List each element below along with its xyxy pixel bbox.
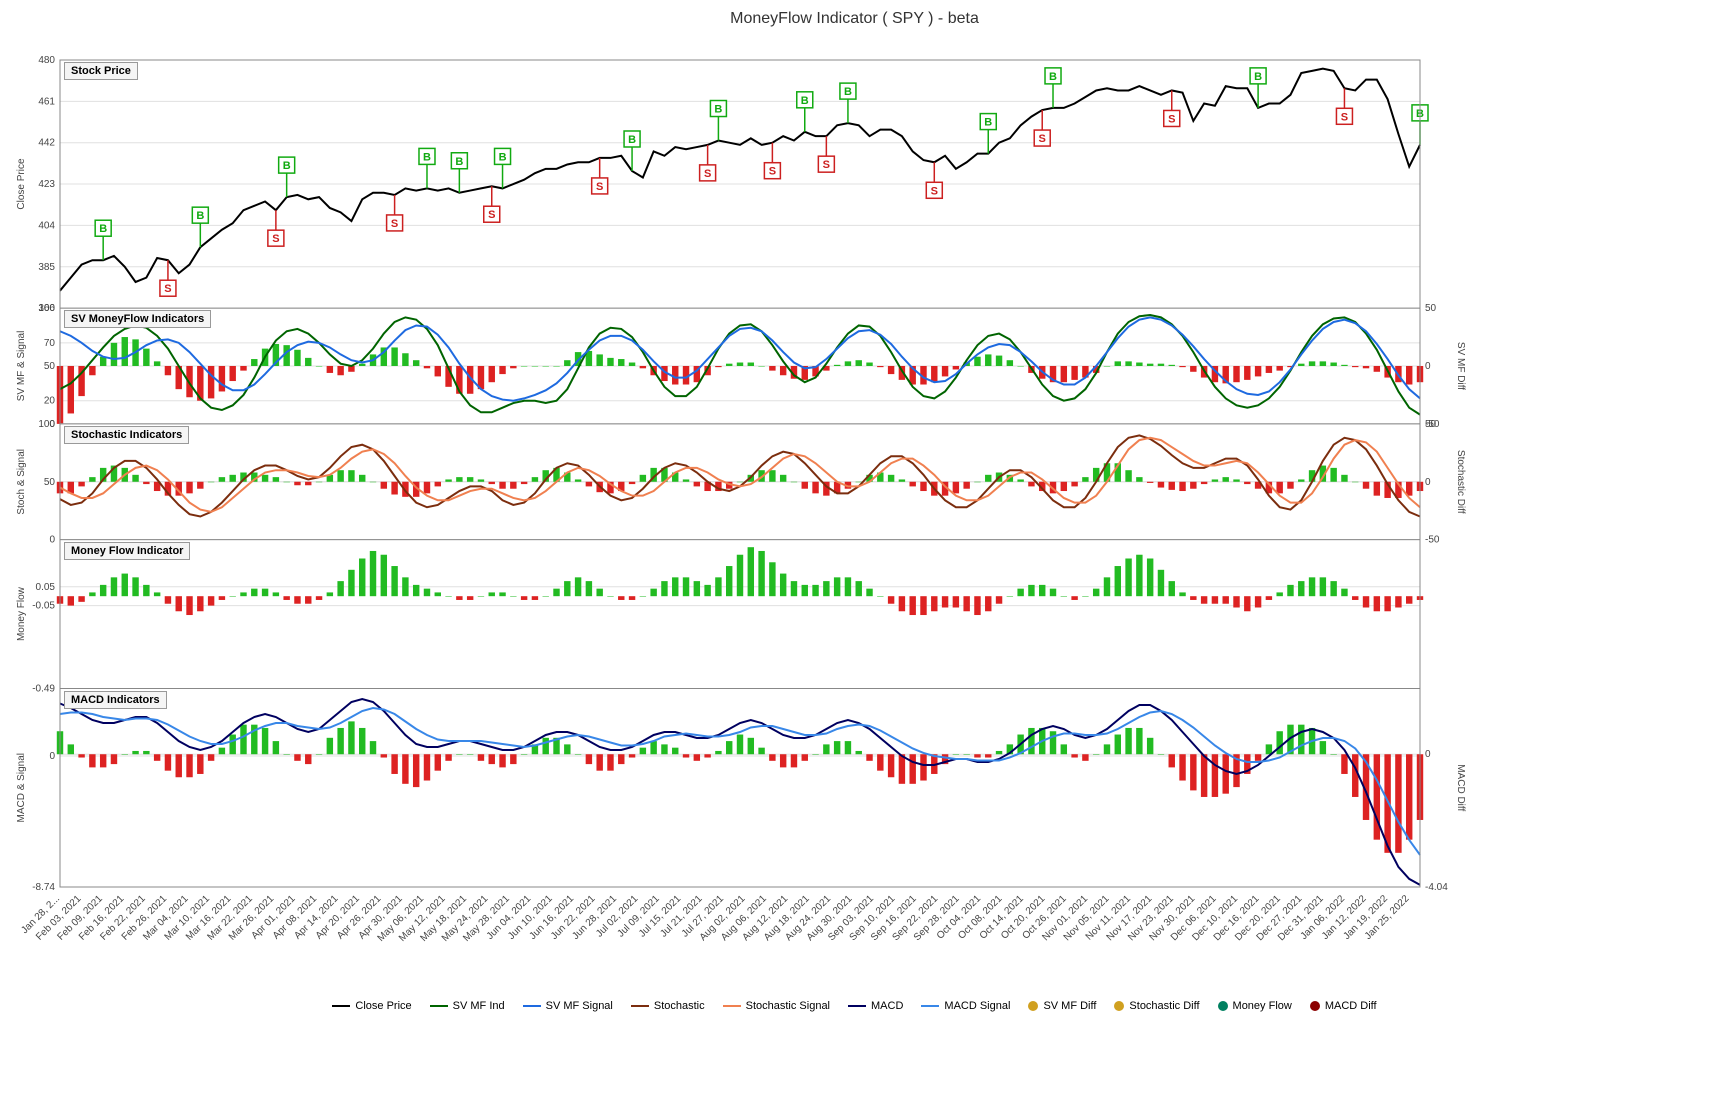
svg-text:20: 20 [44, 396, 56, 407]
svg-text:50: 50 [1425, 303, 1437, 314]
svg-text:0: 0 [1425, 749, 1431, 760]
svg-text:-0.49: -0.49 [32, 684, 55, 695]
svg-text:B: B [423, 151, 431, 163]
svg-text:385: 385 [38, 262, 55, 273]
svg-text:B: B [628, 134, 636, 146]
svg-text:-50: -50 [1425, 535, 1440, 546]
svg-text:-0.05: -0.05 [32, 601, 55, 612]
svg-text:MACD & Signal: MACD & Signal [16, 753, 27, 822]
svg-text:0: 0 [1425, 361, 1431, 372]
svg-text:S: S [488, 209, 495, 221]
svg-text:50: 50 [1425, 419, 1437, 430]
svg-text:B: B [844, 86, 852, 98]
svg-text:480: 480 [38, 55, 55, 66]
svg-text:S: S [704, 168, 711, 180]
svg-text:Stoch & Signal: Stoch & Signal [16, 449, 27, 515]
svg-text:B: B [714, 104, 722, 116]
svg-text:B: B [283, 160, 291, 172]
svg-text:S: S [391, 218, 398, 230]
svg-text:B: B [455, 156, 463, 168]
svg-text:B: B [99, 223, 107, 235]
svg-text:Close Price: Close Price [16, 158, 27, 210]
svg-text:0: 0 [49, 751, 55, 762]
svg-text:50: 50 [44, 361, 56, 372]
svg-text:-4.04: -4.04 [1425, 882, 1448, 893]
svg-text:B: B [801, 95, 809, 107]
svg-text:70: 70 [44, 338, 56, 349]
legend-item: MACD Diff [1310, 1000, 1377, 1012]
svg-text:SV MF & Signal: SV MF & Signal [16, 331, 27, 402]
chart-container: 366385404423442461480BSBSBSBBSBSBSBSBSBS… [10, 32, 1699, 992]
svg-text:S: S [1168, 113, 1175, 125]
svg-text:SV MF Diff: SV MF Diff [1455, 342, 1466, 390]
legend-item: MACD Signal [921, 1000, 1010, 1012]
svg-text:S: S [164, 283, 171, 295]
legend-item: MACD [848, 1000, 903, 1012]
svg-text:B: B [984, 117, 992, 129]
svg-text:Stochastic Diff: Stochastic Diff [1455, 450, 1466, 514]
svg-text:B: B [1254, 71, 1262, 83]
chart-title: MoneyFlow Indicator ( SPY ) - beta [10, 10, 1699, 28]
svg-text:S: S [1341, 111, 1348, 123]
legend: Close Price SV MF Ind SV MF Signal Stochast… [10, 1000, 1699, 1012]
svg-text:-8.74: -8.74 [32, 882, 55, 893]
legend-item: Close Price [332, 1000, 411, 1012]
svg-text:S: S [823, 159, 830, 171]
legend-item: Stochastic [631, 1000, 705, 1012]
svg-text:0: 0 [1425, 477, 1431, 488]
legend-item: SV MF Ind [430, 1000, 505, 1012]
svg-text:50: 50 [44, 477, 56, 488]
svg-text:MACD Diff: MACD Diff [1455, 764, 1466, 811]
svg-text:S: S [1039, 133, 1046, 145]
svg-text:100: 100 [38, 419, 55, 430]
legend-item: SV MF Diff [1028, 1000, 1096, 1012]
svg-text:100: 100 [38, 303, 55, 314]
svg-text:S: S [769, 166, 776, 178]
svg-text:442: 442 [38, 138, 55, 149]
legend-item: SV MF Signal [523, 1000, 613, 1012]
legend-item: Stochastic Signal [723, 1000, 830, 1012]
legend-item: Money Flow [1218, 1000, 1292, 1012]
svg-text:Money Flow: Money Flow [16, 586, 27, 641]
svg-text:423: 423 [38, 179, 55, 190]
svg-text:404: 404 [38, 220, 55, 231]
svg-text:0.05: 0.05 [36, 582, 56, 593]
svg-text:461: 461 [38, 96, 55, 107]
svg-text:S: S [272, 233, 279, 245]
svg-text:B: B [499, 151, 507, 163]
svg-text:S: S [596, 181, 603, 193]
svg-text:B: B [196, 210, 204, 222]
svg-text:0: 0 [49, 535, 55, 546]
svg-text:B: B [1049, 71, 1057, 83]
svg-text:S: S [931, 185, 938, 197]
legend-item: Stochastic Diff [1114, 1000, 1199, 1012]
